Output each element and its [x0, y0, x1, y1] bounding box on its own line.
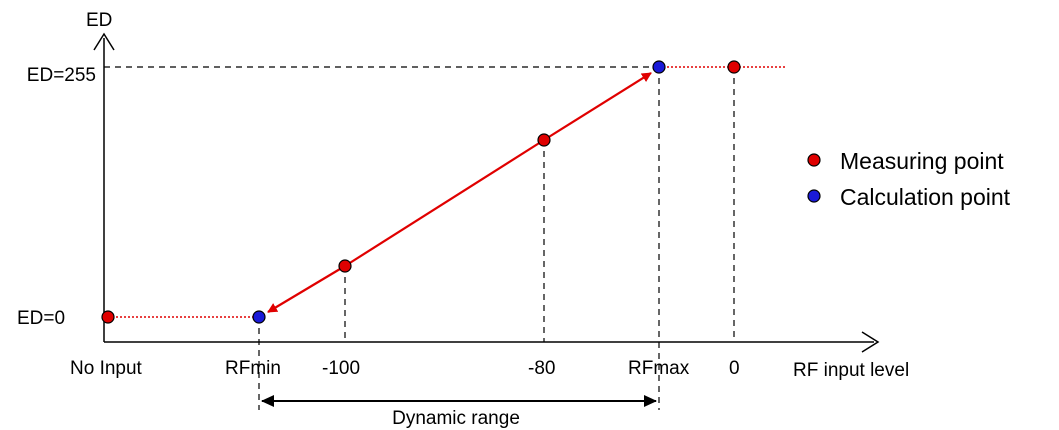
axes — [93, 32, 880, 353]
x-axis-label: RF input level — [793, 360, 909, 381]
linear-range-arrow — [267, 265, 346, 313]
y-axis-label: ED — [86, 10, 112, 31]
data-points — [101, 60, 741, 324]
y-tick-ed0: ED=0 — [17, 308, 65, 329]
x-tick-zero: 0 — [729, 358, 740, 379]
legend: Measuring point Calculation point — [807, 148, 1011, 210]
x-tick-m100: -100 — [322, 358, 360, 379]
y-tick-ed255: ED=255 — [27, 65, 96, 86]
linear-range-arrow-top — [543, 72, 652, 141]
x-tick-rfmax: RFmax — [628, 358, 690, 379]
dynamic-range-arrow — [261, 395, 657, 407]
dynamic-range-label: Dynamic range — [392, 408, 520, 429]
y-axis-arrowhead — [93, 32, 115, 51]
point-rfmax — [652, 60, 666, 74]
x-axis-arrowhead — [861, 331, 880, 353]
x-tick-no-input: No Input — [70, 358, 143, 379]
point-zero — [727, 60, 741, 74]
legend-measuring-marker — [807, 153, 821, 167]
legend-measuring-label: Measuring point — [840, 148, 1004, 174]
legend-calculation-label: Calculation point — [840, 184, 1011, 210]
point-m100 — [338, 259, 352, 273]
point-rfmin — [252, 310, 266, 324]
legend-calculation-marker — [807, 189, 821, 203]
point-m80 — [537, 133, 551, 147]
x-tick-rfmin: RFmin — [225, 358, 281, 379]
point-no-input — [101, 310, 115, 324]
linear-range-line — [344, 139, 545, 267]
saturation-lines — [108, 66, 785, 318]
guide-lines — [104, 66, 735, 410]
x-tick-m80: -80 — [528, 358, 555, 379]
